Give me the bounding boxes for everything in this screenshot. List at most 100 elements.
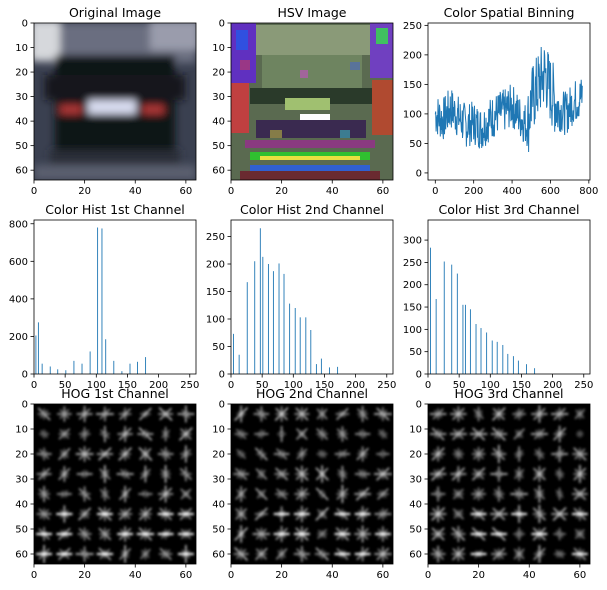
hog-2nd-hog-stroke: [315, 507, 329, 521]
color-hist-2nd-bar: [337, 366, 339, 374]
hog-1st-hog-stroke: [100, 490, 109, 498]
hog-3rd-hog-stroke: [494, 429, 504, 439]
color-spatial-binning-xtick-label: 0: [432, 186, 438, 197]
color-hist-1st-bar: [57, 369, 59, 374]
panel-hsv-image: [230, 22, 394, 181]
hog-1st-hog-stroke: [140, 468, 151, 480]
hog-2nd-ytick-label: 10: [212, 425, 225, 436]
hog-3rd-hog-stroke: [492, 507, 506, 521]
hog-3rd-hog-stroke: [452, 428, 465, 440]
color-spatial-binning-ytick-label: 100: [403, 109, 422, 120]
hog-3rd-hog-stroke: [432, 408, 444, 420]
hog-2nd-hog-stroke: [376, 547, 389, 561]
hog-1st-hog-stroke: [159, 407, 172, 421]
panel-hog-1st: [33, 403, 197, 565]
hog-3rd-hog-stroke: [535, 509, 544, 519]
hog-3rd-ytick-label: 20: [409, 450, 422, 461]
hog-2nd-hog-stroke: [234, 407, 248, 421]
hog-2nd-hog-stroke: [377, 509, 388, 519]
hog-3rd-hog-stroke: [534, 428, 545, 440]
color-hist-2nd-xtick-label: 50: [256, 380, 269, 391]
hsv-image-ytick-label: 30: [212, 92, 225, 103]
color-hist-3rd-ytick-label: 300: [403, 236, 422, 247]
hog-2nd-xtick-label: 0: [228, 570, 234, 581]
hog-2nd-ytick-label: 30: [212, 475, 225, 486]
hog-3rd-hog-stroke: [553, 427, 566, 441]
color-hist-2nd-bar: [283, 273, 285, 374]
hog-3rd-hog-stroke: [472, 467, 485, 481]
color-hist-2nd-bar: [315, 364, 317, 374]
color-hist-3rd-bar: [451, 264, 453, 374]
panel-hog-3rd: [427, 403, 591, 565]
color-hist-1st-xtick-label: 250: [180, 380, 199, 391]
color-hist-1st-bar: [121, 371, 123, 374]
hog-3rd-xtick-label: 60: [574, 570, 587, 581]
original-image-title: Original Image: [69, 5, 161, 20]
hog-3rd-hog-stroke: [431, 467, 445, 481]
hsv-image-ytick-label: 10: [212, 43, 225, 54]
panel-hog-2nd: [230, 403, 394, 565]
hog-3rd-hog-stroke: [515, 490, 523, 498]
hsv-image-ytick-label: 50: [212, 141, 225, 152]
hist2-bars: [233, 228, 339, 374]
color-hist-3rd-bar: [507, 353, 509, 374]
original-image-raster: [34, 23, 196, 180]
original-image-xtick-label: 0: [31, 186, 37, 197]
hog-1st-hog-stroke: [39, 509, 49, 519]
color-hist-2nd-xtick-label: 200: [346, 380, 365, 391]
hog-1st-hog-stroke: [161, 450, 170, 458]
hog-1st-hog-stroke: [40, 450, 48, 458]
color-hist-1st-bar: [49, 366, 51, 374]
hog-1st-hog-stroke: [119, 548, 131, 560]
hog-1st-hog-stroke: [78, 408, 91, 420]
hog-1st-hog-stroke: [80, 429, 90, 439]
color-hist-3rd-bar: [462, 304, 464, 374]
color-spatial-binning-xtick-label: 800: [579, 186, 598, 197]
color-hist-3rd-bar: [502, 344, 504, 374]
hog-1st-hog-stroke: [140, 548, 151, 560]
hog-1st-hog-stroke: [60, 490, 69, 498]
hog-3rd-ytick-label: 0: [416, 400, 422, 411]
hog-2nd-xtick-label: 60: [377, 570, 390, 581]
original-image-ytick-label: 20: [15, 68, 28, 79]
hog-3rd-ytick-label: 30: [409, 475, 422, 486]
color-hist-3rd-title: Color Hist 3rd Channel: [439, 202, 580, 217]
hog-1st-xtick-label: 0: [31, 570, 37, 581]
color-hist-3rd-bar: [480, 328, 482, 374]
panel-original-image: [33, 22, 197, 181]
hog-3rd-hog-stroke: [454, 450, 463, 458]
hog-1st-hog-stroke: [38, 468, 50, 480]
hog-1st-hog-stroke: [119, 408, 131, 420]
color-hist-3rd-bar: [534, 368, 536, 374]
color-hist-1st-xtick-label: 200: [149, 380, 168, 391]
color-spatial-binning-ytick-label: 50: [409, 139, 422, 150]
hog-1st-hog-stroke: [100, 469, 110, 479]
hog-2nd-hog-stroke: [358, 470, 367, 478]
color-hist-2nd-ytick-label: 0: [219, 370, 225, 381]
color-hist-1st-bar: [129, 363, 131, 374]
hog-3rd-hog-stroke: [434, 430, 443, 438]
hog-3rd-hog-stroke: [555, 449, 564, 459]
hog-3rd-hog-stroke: [453, 488, 464, 500]
color-hist-2nd-xtick-label: 0: [228, 380, 234, 391]
hog-3rd-hog-stroke: [553, 408, 566, 420]
hsv-image-raster: [231, 23, 393, 180]
hog-2nd-hog-stroke: [298, 550, 306, 558]
color-hist-3rd-bar: [464, 304, 466, 374]
color-hist-1st-bar: [73, 360, 75, 374]
hog-1st-hog-stroke: [41, 430, 48, 438]
color-hist-1st-xtick-label: 0: [31, 380, 37, 391]
hog-1st-xtick-label: 20: [78, 570, 91, 581]
hog-2nd-hog-stroke: [296, 408, 308, 420]
hsv-image-xtick-label: 60: [377, 186, 390, 197]
color-hist-2nd-bar: [272, 271, 274, 374]
color-hist-2nd-bar: [278, 263, 280, 374]
hog-3rd-hog-stroke: [452, 408, 465, 420]
color-hist-1st-ytick-label: 400: [9, 294, 28, 305]
hog-2nd-hog-stroke: [338, 470, 346, 478]
hog-3rd-hog-stroke: [473, 428, 485, 440]
color-spatial-binning-xtick-label: 200: [464, 186, 483, 197]
hog-1st-hog-stroke: [161, 469, 170, 479]
color-hist-2nd-xtick-label: 250: [377, 380, 396, 391]
color-hist-2nd-bar: [262, 256, 264, 374]
